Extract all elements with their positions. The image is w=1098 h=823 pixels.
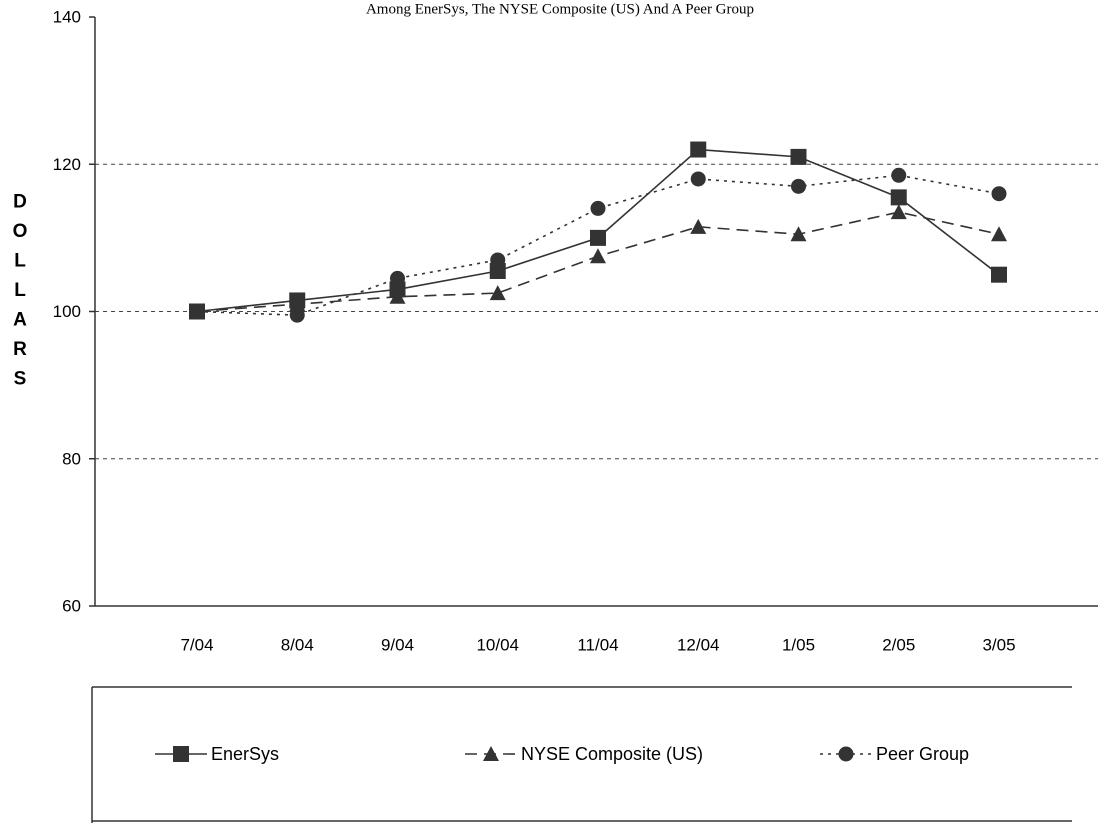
legend: EnerSys NYSE Composite (US) Peer Group — [91, 686, 1072, 823]
series-nyse-composite-us — [189, 204, 1007, 319]
data-point-nyse-composite-us — [489, 285, 506, 301]
x-tick-label: 11/04 — [577, 636, 618, 655]
y-tick-labels: 60 80 100 120 140 — [53, 8, 81, 616]
legend-marker-peer-group — [838, 746, 854, 762]
axes — [89, 16, 1098, 607]
data-point-enersys — [389, 281, 406, 298]
data-point-enersys — [690, 141, 707, 158]
x-tick-label: 7/04 — [180, 636, 213, 655]
x-tick-label: 10/04 — [476, 636, 519, 655]
data-point-peer-group — [690, 171, 706, 187]
y-axis-label-letter: S — [14, 369, 27, 390]
y-tick-label: 120 — [53, 155, 81, 174]
grid-lines — [95, 163, 1098, 460]
data-point-peer-group — [590, 200, 606, 216]
data-point-nyse-composite-us — [690, 218, 707, 234]
y-tick-label: 80 — [62, 449, 81, 468]
y-axis-label-letter: D — [13, 192, 27, 213]
legend-marker-enersys — [173, 746, 189, 762]
data-point-enersys — [991, 266, 1007, 283]
y-axis-label-letter: R — [13, 339, 27, 360]
y-axis-label-letter: L — [14, 280, 26, 301]
x-tick-label: 3/05 — [982, 636, 1015, 655]
data-point-nyse-composite-us — [590, 248, 606, 264]
x-tick-label: 8/04 — [281, 636, 314, 655]
data-point-enersys — [790, 148, 807, 165]
legend-label-nyse-composite-us: NYSE Composite (US) — [521, 744, 703, 764]
x-tick-label: 2/05 — [882, 636, 915, 655]
data-point-enersys — [289, 292, 306, 309]
y-axis-label-letter: L — [14, 251, 26, 272]
legend-item-nyse-composite-us: NYSE Composite (US) — [465, 744, 703, 764]
x-tick-label: 12/04 — [677, 636, 720, 655]
y-tick-label: 60 — [62, 597, 81, 616]
data-point-peer-group — [289, 307, 305, 323]
y-tick-label: 100 — [53, 302, 81, 321]
y-tick-label: 140 — [53, 8, 81, 27]
data-point-enersys — [489, 263, 506, 280]
data-point-enersys — [590, 229, 606, 246]
legend-marker-nyse-composite-us — [483, 746, 499, 761]
legend-label-peer-group: Peer Group — [876, 744, 969, 764]
x-tick-label: 1/05 — [782, 636, 815, 655]
data-point-enersys — [189, 303, 205, 320]
data-point-nyse-composite-us — [991, 226, 1007, 242]
y-axis-label-letter: O — [13, 221, 28, 242]
data-point-peer-group — [791, 178, 806, 194]
chart-title: Among EnerSys, The NYSE Composite (US) A… — [366, 2, 754, 18]
data-point-nyse-composite-us — [890, 204, 907, 220]
x-tick-labels: 7/04 8/04 9/04 10/04 11/04 12/04 1/05 2/05 3/05 — [180, 636, 1015, 655]
y-axis-label-letter: A — [13, 310, 27, 331]
legend-label-enersys: EnerSys — [211, 744, 279, 764]
series-enersys — [189, 141, 1007, 320]
legend-item-peer-group: Peer Group — [820, 744, 969, 764]
data-point-nyse-composite-us — [790, 226, 807, 242]
x-tick-label: 9/04 — [381, 636, 414, 655]
data-point-peer-group — [991, 186, 1007, 202]
series — [189, 141, 1007, 323]
legend-item-enersys: EnerSys — [155, 744, 279, 764]
data-point-peer-group — [891, 167, 907, 183]
data-point-enersys — [890, 189, 907, 206]
